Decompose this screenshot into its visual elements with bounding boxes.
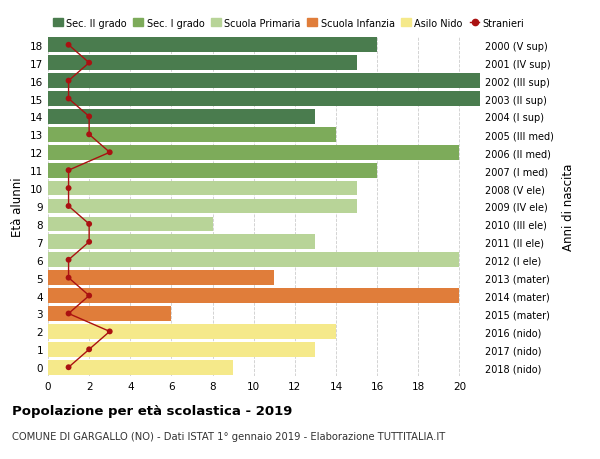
Legend: Sec. II grado, Sec. I grado, Scuola Primaria, Scuola Infanzia, Asilo Nido, Stran: Sec. II grado, Sec. I grado, Scuola Prim… (53, 18, 524, 28)
Bar (48, 199, 356, 214)
Bar (48, 92, 480, 106)
Point (85, 292, 94, 300)
Bar (48, 360, 233, 375)
Point (64, 78, 73, 85)
Bar (48, 342, 316, 357)
Y-axis label: Anni di nascita: Anni di nascita (562, 163, 575, 250)
Point (64, 364, 73, 371)
Text: COMUNE DI GARGALLO (NO) - Dati ISTAT 1° gennaio 2019 - Elaborazione TUTTITALIA.I: COMUNE DI GARGALLO (NO) - Dati ISTAT 1° … (12, 431, 445, 442)
Bar (48, 325, 336, 339)
Point (64, 42, 73, 49)
Point (85, 131, 94, 139)
Bar (48, 74, 480, 89)
Point (85, 221, 94, 228)
Bar (48, 307, 172, 321)
Point (64, 274, 73, 282)
Bar (48, 110, 316, 124)
Point (64, 257, 73, 264)
Bar (48, 146, 460, 160)
Bar (48, 289, 460, 303)
Point (64, 167, 73, 174)
Point (105, 328, 115, 336)
Bar (48, 235, 316, 250)
Bar (48, 128, 336, 142)
Point (85, 113, 94, 121)
Point (105, 149, 115, 157)
Text: Popolazione per età scolastica - 2019: Popolazione per età scolastica - 2019 (12, 404, 292, 417)
Point (85, 60, 94, 67)
Bar (48, 181, 356, 196)
Bar (48, 217, 212, 232)
Bar (48, 253, 460, 268)
Point (64, 310, 73, 318)
Point (64, 203, 73, 210)
Bar (48, 56, 356, 71)
Point (64, 95, 73, 103)
Point (64, 185, 73, 192)
Bar (48, 39, 377, 53)
Bar (48, 271, 274, 285)
Y-axis label: Età alunni: Età alunni (11, 177, 25, 236)
Point (85, 346, 94, 353)
Point (85, 239, 94, 246)
Bar (48, 163, 377, 178)
